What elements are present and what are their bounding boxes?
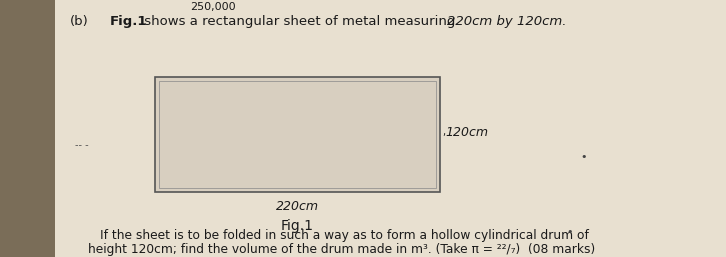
Text: height 120cm; find the volume of the drum made in m³. (Take π = ²²/₇)  (08 marks: height 120cm; find the volume of the dru… [88, 243, 595, 256]
Text: •: • [566, 227, 573, 237]
Text: -- -: -- - [75, 140, 89, 150]
Text: 250,000: 250,000 [190, 2, 236, 12]
Text: 220cm by 120cm.: 220cm by 120cm. [447, 15, 566, 28]
Bar [155, 77, 440, 192]
Bar [159, 81, 436, 188]
Text: 120cm: 120cm [445, 126, 488, 139]
Text: Fig.1: Fig.1 [281, 219, 314, 233]
Text: Fig.1: Fig.1 [110, 15, 147, 28]
Text: •: • [580, 152, 587, 162]
Text: ,: , [442, 127, 445, 137]
Text: (b): (b) [70, 15, 89, 28]
Text: 220cm: 220cm [276, 200, 319, 213]
Text: If the sheet is to be folded in such a way as to form a hollow cylindrical drum : If the sheet is to be folded in such a w… [100, 229, 589, 242]
Text: shows a rectangular sheet of metal measuring: shows a rectangular sheet of metal measu… [140, 15, 460, 28]
Bar [0, 0, 55, 257]
